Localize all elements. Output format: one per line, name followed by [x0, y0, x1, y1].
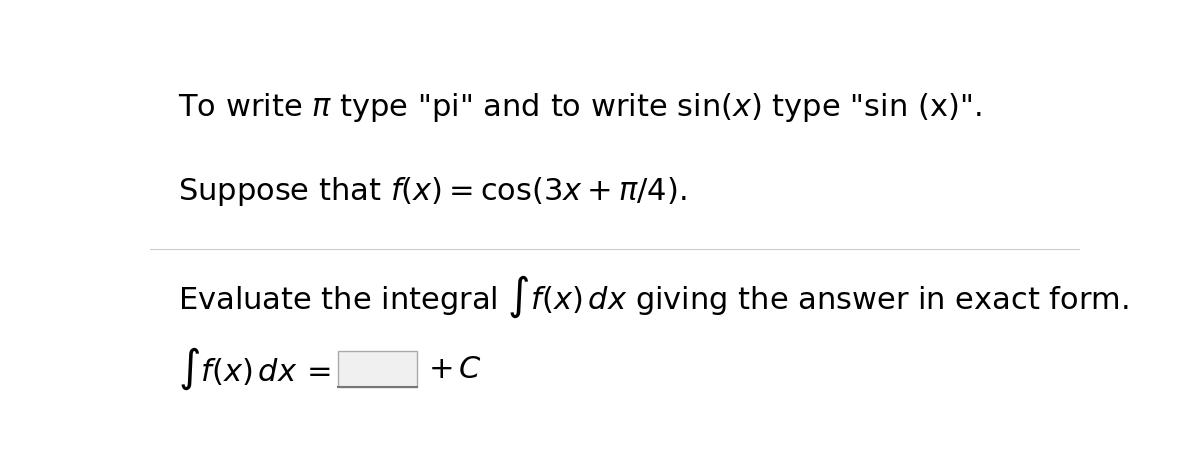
Text: $+\,C$: $+\,C$ [428, 354, 482, 384]
FancyBboxPatch shape [338, 351, 418, 388]
Text: $\int f(x)\,dx\,=$: $\int f(x)\,dx\,=$ [178, 346, 330, 392]
Text: To write $\pi$ type "pi" and to write $\sin(x)$ type "sin (x)".: To write $\pi$ type "pi" and to write $\… [178, 91, 982, 124]
Text: Evaluate the integral $\int f(x)\,dx$ giving the answer in exact form.: Evaluate the integral $\int f(x)\,dx$ gi… [178, 273, 1129, 320]
Text: Suppose that $f(x) = \cos(3x + \pi/4).$: Suppose that $f(x) = \cos(3x + \pi/4).$ [178, 175, 686, 208]
